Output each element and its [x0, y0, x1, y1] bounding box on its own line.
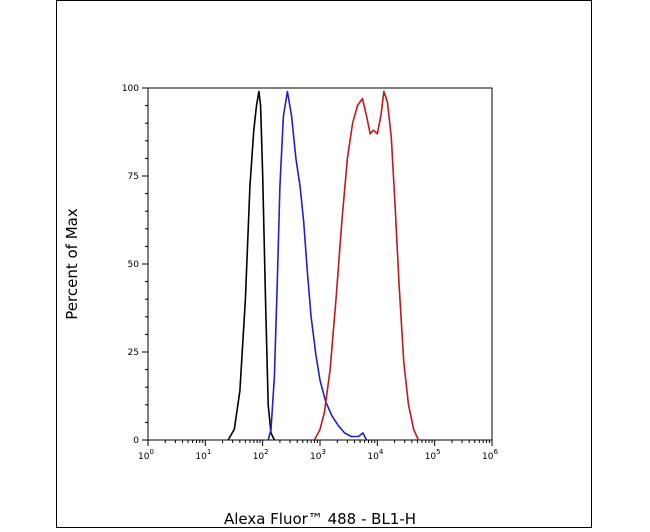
y-tick-label: 50 [128, 260, 140, 270]
y-tick-label: 0 [133, 436, 139, 446]
y-axis-title: Percent of Max [63, 208, 81, 320]
x-tick-exponent: 2 [264, 448, 268, 456]
x-tick-label: 102 [253, 448, 269, 462]
x-tick-base: 10 [482, 452, 494, 462]
x-tick-base: 10 [310, 452, 322, 462]
series-lines [227, 90, 420, 441]
series-line-3 [313, 90, 420, 441]
y-axis-ticks: 0 25 50 75 100 [122, 84, 148, 446]
x-tick-base: 10 [425, 452, 437, 462]
x-tick-base: 10 [253, 452, 265, 462]
x-tick-base: 10 [367, 452, 379, 462]
x-tick-label: 105 [425, 448, 441, 462]
x-tick-label: 101 [195, 448, 211, 462]
y-tick-label: 75 [128, 172, 139, 182]
x-tick-exponent: 1 [207, 448, 211, 456]
x-tick-exponent: 3 [321, 448, 325, 456]
x-tick-exponent: 5 [436, 448, 440, 456]
x-tick-label: 104 [367, 448, 383, 462]
plot-area [147, 87, 493, 441]
series-line-1 [227, 90, 276, 441]
x-tick-label: 106 [482, 448, 498, 462]
x-tick-exponent: 0 [149, 448, 153, 456]
series-line-2 [267, 90, 368, 441]
x-tick-base: 10 [195, 452, 207, 462]
x-tick-label: 103 [310, 448, 326, 462]
x-tick-label: 100 [138, 448, 154, 462]
x-tick-exponent: 4 [379, 448, 384, 456]
x-axis-ticks: 100 101 102 103 104 105 106 [138, 440, 498, 462]
x-tick-base: 10 [138, 452, 150, 462]
y-tick-label: 25 [128, 348, 139, 358]
y-tick-label: 100 [122, 84, 139, 94]
x-axis-title: Alexa Fluor™ 488 - BL1-H [224, 510, 416, 528]
x-tick-exponent: 6 [493, 448, 498, 456]
